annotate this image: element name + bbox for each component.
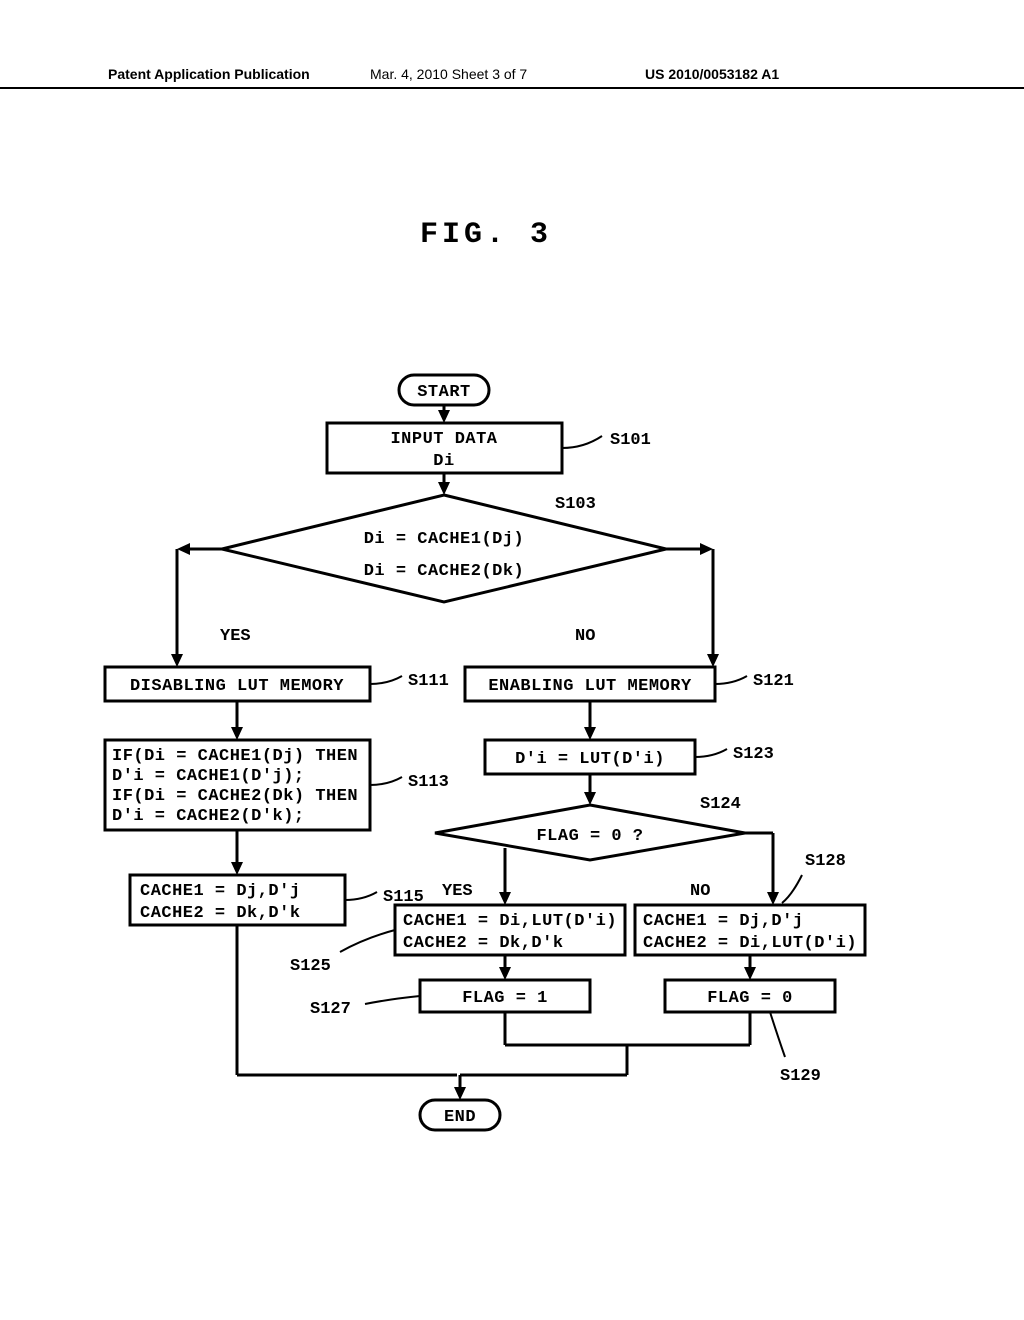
svg-text:Di = CACHE2(Dk): Di = CACHE2(Dk) xyxy=(364,562,525,581)
svg-text:IF(Di = CACHE2(Dk) THEN: IF(Di = CACHE2(Dk) THEN xyxy=(112,787,358,806)
svg-text:Di = CACHE1(Dj): Di = CACHE1(Dj) xyxy=(364,530,525,549)
svg-text:CACHE2 = Dk,D'k: CACHE2 = Dk,D'k xyxy=(403,934,564,953)
svg-text:CACHE1 = Di,LUT(D'i): CACHE1 = Di,LUT(D'i) xyxy=(403,912,617,931)
flowchart-svg: START INPUT DATA Di S101 Di = CACHE1(Dj)… xyxy=(0,0,1024,1320)
svg-text:S127: S127 xyxy=(310,1000,351,1019)
svg-text:CACHE1 = Dj,D'j: CACHE1 = Dj,D'j xyxy=(643,912,804,931)
svg-text:S128: S128 xyxy=(805,852,846,871)
svg-text:S125: S125 xyxy=(290,957,331,976)
svg-text:S129: S129 xyxy=(780,1067,821,1086)
svg-text:FLAG = 0: FLAG = 0 xyxy=(707,989,793,1008)
svg-text:CACHE1 = Dj,D'j: CACHE1 = Dj,D'j xyxy=(140,882,301,901)
svg-text:NO: NO xyxy=(575,627,595,646)
end-text: END xyxy=(444,1108,476,1127)
svg-text:S121: S121 xyxy=(753,672,794,691)
svg-text:DISABLING LUT MEMORY: DISABLING LUT MEMORY xyxy=(130,677,344,696)
svg-text:S103: S103 xyxy=(555,495,596,514)
svg-text:FLAG = 1: FLAG = 1 xyxy=(462,989,548,1008)
svg-text:S113: S113 xyxy=(408,773,449,792)
svg-text:S101: S101 xyxy=(610,431,651,450)
svg-text:D'i = LUT(D'i): D'i = LUT(D'i) xyxy=(515,750,665,769)
svg-text:YES: YES xyxy=(220,627,251,646)
svg-text:ENABLING LUT MEMORY: ENABLING LUT MEMORY xyxy=(488,677,692,696)
svg-text:YES: YES xyxy=(442,882,473,901)
svg-text:CACHE2 = Di,LUT(D'i): CACHE2 = Di,LUT(D'i) xyxy=(643,934,857,953)
svg-text:S111: S111 xyxy=(408,672,449,691)
svg-text:INPUT DATA: INPUT DATA xyxy=(390,430,497,449)
start-text: START xyxy=(417,383,471,402)
svg-text:D'i = CACHE1(D'j);: D'i = CACHE1(D'j); xyxy=(112,767,305,786)
svg-text:IF(Di = CACHE1(Dj) THEN: IF(Di = CACHE1(Dj) THEN xyxy=(112,747,358,766)
svg-text:S124: S124 xyxy=(700,795,741,814)
svg-text:NO: NO xyxy=(690,882,710,901)
svg-text:CACHE2 = Dk,D'k: CACHE2 = Dk,D'k xyxy=(140,904,301,923)
svg-text:Di: Di xyxy=(433,452,454,471)
svg-text:FLAG = 0 ?: FLAG = 0 ? xyxy=(536,827,643,846)
svg-text:D'i = CACHE2(D'k);: D'i = CACHE2(D'k); xyxy=(112,807,305,826)
svg-text:S123: S123 xyxy=(733,745,774,764)
